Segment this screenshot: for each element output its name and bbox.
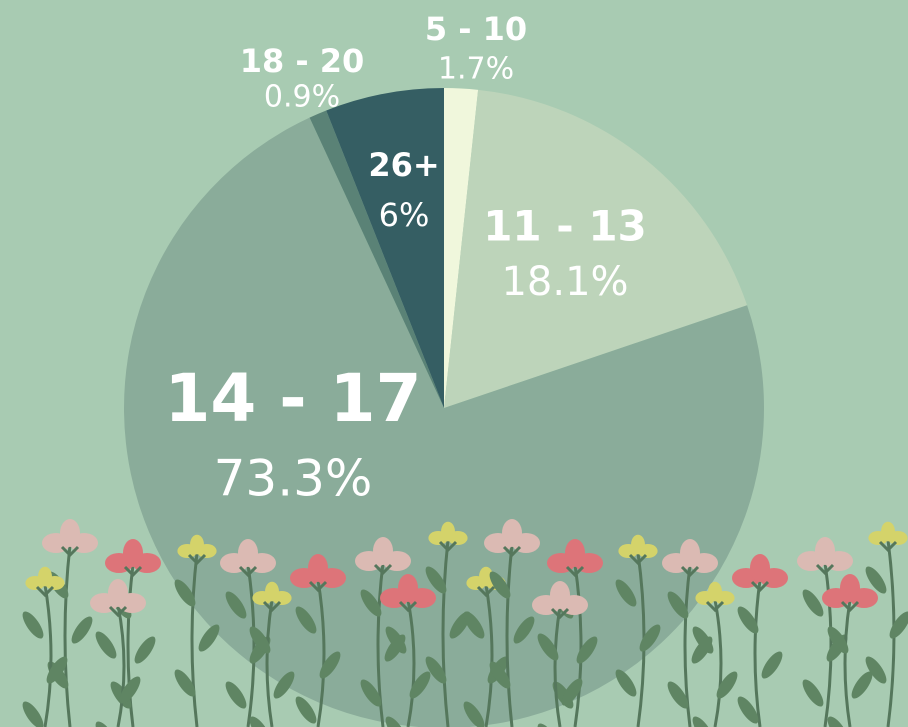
flower-petal	[123, 539, 143, 567]
slice-category-label: 18 - 20	[240, 42, 365, 80]
flower-petal	[881, 522, 895, 542]
slice-value-label: 1.7%	[438, 52, 514, 87]
flower-petal	[398, 574, 418, 602]
slice-category-label: 11 - 13	[483, 202, 647, 251]
flower-petal	[750, 554, 770, 582]
flower-petal	[550, 581, 570, 609]
flower-petal	[38, 567, 52, 587]
slice-category-label: 26+	[368, 146, 439, 184]
page: {"chart_data": {"type": "pie", "categori…	[0, 0, 908, 727]
chart: 5 - 10 1.7% 11 - 13 18.1% 14 - 17 73.3% 18 - 2…	[0, 0, 908, 727]
flower-petal	[631, 535, 645, 555]
flower-petal	[108, 579, 128, 607]
slice-value-label: 18.1%	[501, 259, 628, 305]
slice-value-label: 6%	[379, 196, 430, 234]
flower-petal	[815, 537, 835, 565]
slice-value-label: 0.9%	[264, 80, 340, 115]
slice-category-label: 14 - 17	[164, 360, 421, 437]
slice-value-label: 73.3%	[214, 450, 373, 508]
flower-petal	[680, 539, 700, 567]
flower-petal	[265, 582, 279, 602]
flower-petal	[840, 574, 860, 602]
flower-petal	[441, 522, 455, 542]
slice-category-label: 5 - 10	[425, 10, 527, 48]
flower-petal	[565, 539, 585, 567]
flower-petal	[60, 519, 80, 547]
flower-petal	[373, 537, 393, 565]
flower-petal	[238, 539, 258, 567]
flower-petal	[308, 554, 328, 582]
flower-petal	[708, 582, 722, 602]
flower-petal	[502, 519, 522, 547]
flower-petal	[190, 535, 204, 555]
